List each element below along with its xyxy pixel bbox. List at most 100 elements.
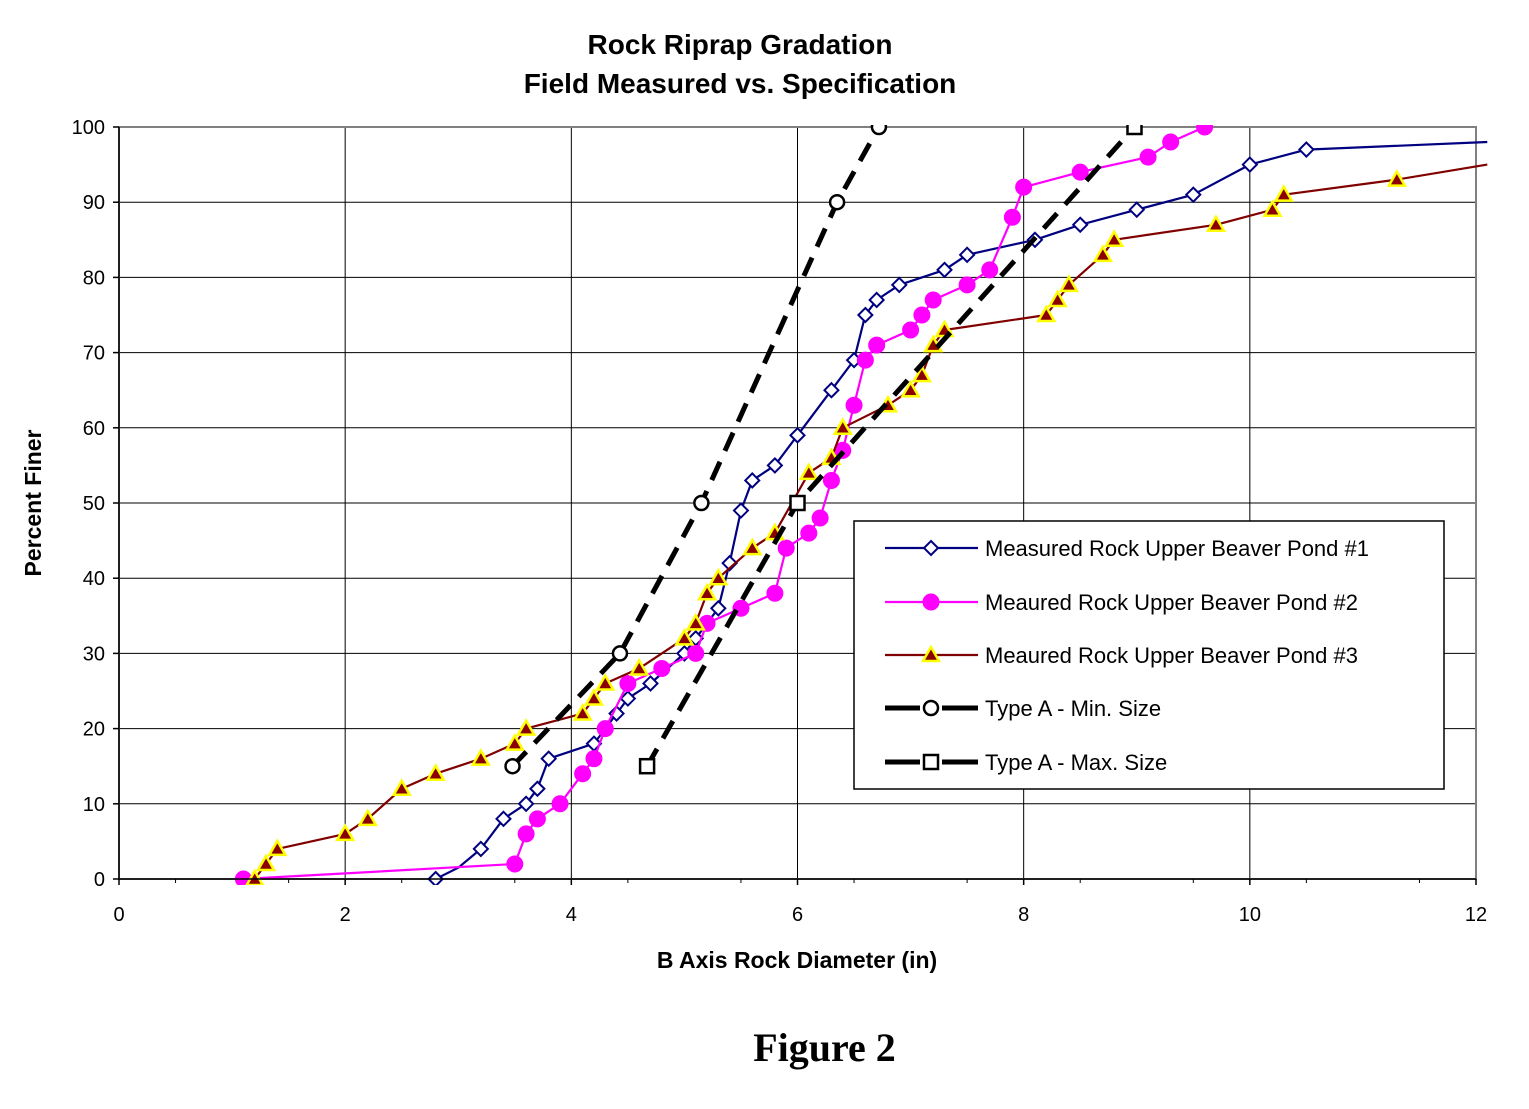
data-point-marker bbox=[619, 674, 637, 692]
data-point-marker bbox=[828, 193, 846, 211]
data-point-marker bbox=[685, 612, 706, 631]
series-1 bbox=[427, 140, 1488, 885]
data-point-marker bbox=[517, 795, 535, 813]
legend-label: Measured Rock Upper Beaver Pond #1 bbox=[985, 536, 1369, 561]
data-point-marker bbox=[823, 381, 840, 399]
data-point-marker bbox=[981, 261, 999, 279]
data-point-marker bbox=[890, 276, 908, 294]
y-tick-label: 20 bbox=[83, 719, 105, 741]
x-tick-label: 2 bbox=[340, 904, 351, 926]
data-point-marker bbox=[1058, 274, 1080, 293]
data-point-marker bbox=[1162, 133, 1180, 151]
series-4 bbox=[504, 125, 888, 775]
data-point-marker bbox=[425, 763, 446, 781]
data-point-marker bbox=[868, 336, 886, 354]
y-tick-label: 70 bbox=[83, 343, 105, 365]
x-tick-label: 12 bbox=[1465, 904, 1487, 926]
data-point-marker bbox=[391, 778, 412, 797]
data-point-marker bbox=[1241, 156, 1259, 174]
series-5 bbox=[638, 125, 1143, 775]
chart-title-line-1: Rock Riprap Gradation bbox=[588, 29, 893, 60]
legend-items: Measured Rock Upper Beaver Pond #1 Meaure… bbox=[885, 536, 1369, 775]
data-point-marker bbox=[1196, 125, 1214, 136]
data-point-marker bbox=[936, 261, 953, 279]
data-point-marker bbox=[629, 657, 650, 676]
legend: Measured Rock Upper Beaver Pond #1 Meaure… bbox=[853, 520, 1445, 790]
x-tick-label: 10 bbox=[1239, 904, 1261, 926]
data-point-marker bbox=[595, 672, 616, 691]
data-point-marker bbox=[596, 720, 614, 738]
data-point-marker bbox=[1297, 141, 1315, 158]
data-point-marker bbox=[267, 838, 288, 857]
data-point-marker bbox=[674, 627, 695, 646]
data-point-marker bbox=[1273, 184, 1294, 202]
data-point-marker bbox=[255, 853, 277, 872]
legend-marker bbox=[922, 593, 940, 611]
data-point-marker bbox=[611, 645, 629, 662]
data-point-marker bbox=[822, 471, 840, 489]
data-point-marker bbox=[789, 494, 806, 512]
data-point-marker bbox=[1015, 178, 1033, 196]
data-point-marker bbox=[1003, 208, 1021, 226]
legend-marker bbox=[922, 699, 940, 717]
x-tick-label: 0 bbox=[113, 904, 124, 926]
data-point-marker bbox=[1262, 199, 1283, 217]
data-point-marker bbox=[583, 688, 605, 706]
data-point-marker bbox=[870, 125, 888, 136]
data-point-marker bbox=[585, 750, 603, 768]
data-point-marker bbox=[1386, 169, 1407, 187]
x-tick-label: 4 bbox=[566, 904, 577, 926]
y-tick-label: 40 bbox=[83, 568, 105, 590]
data-point-marker bbox=[721, 554, 739, 572]
data-point-marker bbox=[742, 537, 763, 556]
data-point-marker bbox=[708, 567, 729, 586]
data-point-marker bbox=[528, 810, 546, 828]
data-point-marker bbox=[540, 750, 558, 768]
series-2 bbox=[234, 125, 1214, 885]
data-point-marker bbox=[517, 825, 535, 843]
data-point-marker bbox=[902, 321, 920, 339]
x-axis-title: B Axis Rock Diameter (in) bbox=[657, 947, 937, 973]
data-point-marker bbox=[1205, 214, 1227, 233]
legend-item: Type A - Max. Size bbox=[885, 750, 1167, 775]
series-layer bbox=[234, 125, 1488, 885]
data-point-marker bbox=[856, 306, 874, 324]
legend-marker bbox=[920, 644, 942, 663]
data-point-marker bbox=[743, 472, 761, 489]
y-tick-label: 50 bbox=[83, 493, 105, 515]
y-tick-label: 0 bbox=[94, 869, 105, 891]
legend-label: Type A - Min. Size bbox=[985, 696, 1161, 721]
data-point-marker bbox=[1036, 304, 1057, 323]
data-point-marker bbox=[911, 364, 933, 383]
data-point-marker bbox=[900, 379, 921, 398]
data-point-marker bbox=[619, 690, 637, 707]
y-tick-label: 30 bbox=[83, 643, 105, 665]
y-tick-label: 90 bbox=[83, 192, 105, 214]
legend-item: Type A - Min. Size bbox=[885, 696, 1161, 721]
data-point-marker bbox=[1092, 244, 1113, 263]
legend-item: Meaured Rock Upper Beaver Pond #2 bbox=[885, 590, 1358, 615]
data-point-marker bbox=[574, 765, 592, 783]
data-point-marker bbox=[1126, 125, 1143, 136]
legend-item: Meaured Rock Upper Beaver Pond #3 bbox=[885, 643, 1358, 668]
data-point-marker bbox=[1071, 163, 1089, 181]
data-point-marker bbox=[515, 718, 537, 736]
legend-marker bbox=[922, 753, 940, 771]
x-tick-label: 8 bbox=[1018, 904, 1029, 926]
data-point-marker bbox=[732, 502, 750, 519]
data-point-marker bbox=[924, 291, 942, 309]
data-point-marker bbox=[777, 539, 795, 557]
legend-label: Meaured Rock Upper Beaver Pond #2 bbox=[985, 590, 1358, 615]
data-point-marker bbox=[1047, 289, 1068, 308]
data-point-marker bbox=[638, 757, 656, 775]
figure-caption: Figure 2 bbox=[753, 1025, 896, 1070]
data-point-marker bbox=[832, 417, 853, 436]
data-point-marker bbox=[1139, 148, 1157, 166]
chart-title-line-2: Field Measured vs. Specification bbox=[524, 68, 957, 99]
data-point-marker bbox=[572, 703, 593, 721]
data-point-marker bbox=[528, 780, 546, 798]
data-point-marker bbox=[789, 426, 806, 444]
data-point-marker bbox=[357, 808, 378, 827]
data-point-marker bbox=[958, 246, 976, 264]
